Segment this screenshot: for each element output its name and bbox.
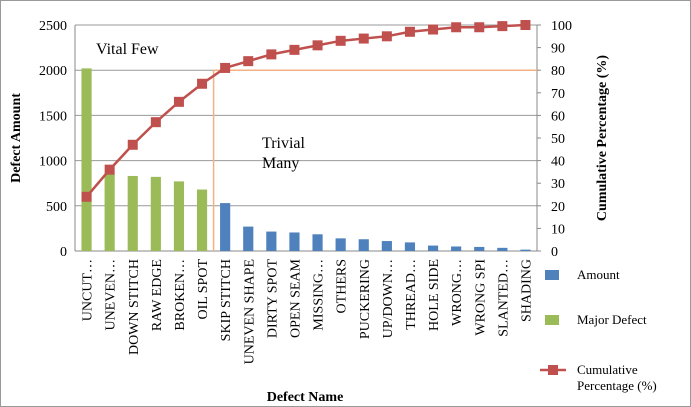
legend-label: Major Defect [577,312,647,327]
line-marker [150,117,161,128]
bar [243,226,254,251]
y2-tick-label: 60 [551,109,565,124]
line-marker [243,56,254,67]
legend-swatch [545,270,559,280]
line-marker [497,21,508,32]
y-tick-label: 2000 [39,64,67,79]
y2-tick-label: 100 [551,19,572,34]
x-tick-label: RAW EDGE [150,259,165,331]
bar [81,68,92,251]
line-marker [358,33,369,44]
line-marker [381,31,392,42]
bar [381,241,392,251]
x-tick-label: DOWN STITCH [127,259,142,355]
x-tick-label: OIL SPOT [196,259,211,320]
y2-tick-label: 90 [551,42,565,57]
x-tick-label: SLANTED… [496,259,511,337]
bar [196,189,208,251]
line-marker [266,49,277,60]
bar [520,249,531,251]
x-tick-label: HOLE SIDE [427,259,442,331]
annotation: Trivial Many [262,135,305,172]
x-tick-label: OTHERS [335,259,350,313]
x-tick-label: UP/DOWN… [381,259,396,338]
x-tick-label: UNEVEN… [104,259,119,331]
y-tick-label: 0 [60,245,67,260]
x-tick-label: PUCKERING [358,259,373,339]
bar [150,176,161,251]
y2-tick-label: 0 [551,245,558,260]
line-marker [289,44,300,55]
bar [289,232,300,251]
x-tick-label: OPEN SEAM [288,258,303,338]
legend-label: Cumulative Percentage (%) [577,362,657,393]
y2-axis-title: Cumulative Percentage (%) [595,55,610,221]
y-axis-title: Defect Amount [9,93,24,183]
bar [404,242,416,251]
line-marker [428,24,439,35]
bar [127,175,138,251]
line-marker [451,22,462,33]
bar [173,181,185,251]
x-tick-label: DIRTY SPOT [265,259,280,339]
bar [451,246,462,251]
y2-tick-label: 10 [551,222,565,237]
legend-marker [548,365,558,375]
line-marker [81,191,92,202]
bar [427,245,439,251]
bar [474,246,485,251]
y-tick-label: 500 [46,200,67,215]
legend-label: Amount [577,267,620,282]
bar [335,238,346,251]
line-marker [127,139,138,150]
x-tick-label: UNCUT… [81,259,96,321]
x-tick-label: SKIP STITCH [219,259,234,341]
line-marker [404,26,415,37]
x-tick-label: THREAD… [404,259,419,330]
y2-tick-label: 30 [551,177,565,192]
y2-tick-label: 40 [551,155,565,170]
bar [312,234,323,251]
x-tick-label: WRONG… [450,259,465,326]
x-axis-title: Defect Name [267,390,344,405]
x-tick-label: BROKEN… [173,259,188,331]
y2-tick-label: 70 [551,87,565,102]
y2-tick-label: 80 [551,64,565,79]
line-marker [220,62,231,73]
y2-tick-label: 50 [551,132,565,147]
x-tick-label: MISSING… [312,259,327,331]
annotation: Vital Few [96,41,159,58]
bar [266,231,277,251]
bar [497,247,508,251]
y2-tick-label: 20 [551,200,565,215]
line-marker [173,96,184,107]
y-tick-label: 1000 [39,155,67,170]
bar [358,239,369,251]
line-marker [312,40,323,51]
x-tick-label: UNEVEN SHAPE [242,259,257,364]
line-marker [104,164,115,175]
y-tick-label: 2500 [39,19,67,34]
line-marker [197,78,208,89]
x-tick-label: SHADING [519,259,534,322]
line-marker [520,20,531,30]
y-tick-label: 1500 [39,109,67,124]
x-tick-label: WRONG SPI [473,259,488,336]
line-marker [474,22,485,33]
bar [104,174,115,251]
line-marker [335,35,346,46]
bar [220,203,231,251]
legend-swatch [545,315,559,325]
